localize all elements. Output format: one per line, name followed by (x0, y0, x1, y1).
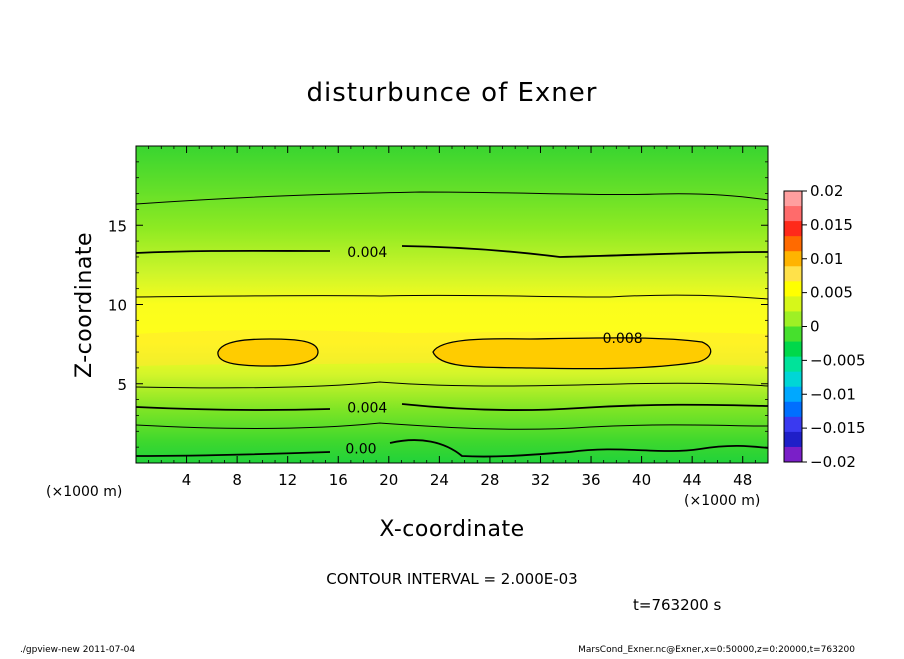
colorbar-tick-label: 0.005 (810, 284, 853, 302)
colorbar-tick-label: −0.015 (810, 419, 866, 437)
contour-line (136, 191, 768, 205)
contour-labels: 0.004 0.008 0.004 0.00 (345, 245, 642, 458)
colorbar-tick-label: 0 (810, 318, 820, 336)
footer-left: ./gpview-new 2011-07-04 (20, 645, 135, 654)
x-tick-label: 48 (733, 471, 752, 489)
y-axis: 5 10 15 (108, 161, 768, 448)
colorbar-swatch (784, 341, 802, 358)
contour-label: 0.00 (345, 442, 376, 458)
colorbar-swatch (784, 371, 802, 388)
high-anomaly-west (217, 338, 319, 367)
x-tick-label: 20 (379, 471, 398, 489)
colorbar-swatch (784, 446, 802, 463)
colorbar-swatch (784, 281, 802, 297)
colorbar-swatch (784, 266, 802, 282)
colorbar-swatch (784, 206, 802, 222)
contour-line (136, 245, 768, 258)
y-tick-label: 5 (117, 376, 127, 394)
chart-title: disturbunce of Exner (307, 78, 598, 108)
y-tick-label: 15 (108, 217, 127, 235)
colorbar-swatch (784, 221, 802, 237)
contour-line (136, 294, 768, 300)
colorbar-swatch (784, 326, 802, 342)
contour-label: 0.004 (347, 401, 387, 417)
y-axis-label: Z-coordinate (72, 232, 97, 378)
x-tick-label: 36 (581, 471, 600, 489)
contour-interval-text: CONTOUR INTERVAL = 2.000E-03 (326, 570, 577, 588)
x-tick-label: 24 (430, 471, 449, 489)
contour-line (136, 439, 768, 458)
colorbar: 0.02 0.015 0.01 0.005 0 −0.005 −0.01 −0.015 −0.0… (783, 182, 866, 471)
x-tick-label: 8 (232, 471, 242, 489)
x-tick-label: 44 (683, 471, 702, 489)
x-tick-label: 16 (329, 471, 348, 489)
x-axis: 4 8 12 16 20 24 28 32 36 40 44 48 (148, 146, 756, 489)
contour-line (136, 403, 768, 411)
x-tick-label: 4 (182, 471, 192, 489)
colorbar-swatch (784, 416, 802, 433)
y-tick-label: 10 (108, 297, 127, 315)
x-tick-label: 32 (531, 471, 550, 489)
high-anomaly-east (432, 337, 712, 370)
contour-label: 0.004 (347, 245, 387, 261)
colorbar-swatch (784, 251, 802, 267)
time-text: t=763200 s (633, 596, 721, 614)
x-unit-left: (×1000 m) (46, 484, 122, 500)
colorbar-swatch (784, 356, 802, 373)
colorbar-swatch (784, 311, 802, 327)
colorbar-tick-label: 0.02 (810, 182, 843, 200)
plot-area: 0.004 0.008 0.004 0.00 (136, 146, 768, 463)
contour-line (136, 422, 768, 430)
x-unit-right: (×1000 m) (684, 493, 760, 509)
colorbar-swatch (784, 296, 802, 312)
colorbar-tick-label: −0.005 (810, 351, 866, 369)
x-axis-label: X-coordinate (379, 517, 524, 542)
colorbar-swatch (784, 191, 802, 207)
contour-label: 0.008 (603, 331, 643, 347)
contour-line (136, 381, 768, 389)
colorbar-tick-label: 0.01 (810, 250, 843, 268)
colorbar-swatch (784, 386, 802, 403)
colorbar-tick-label: 0.015 (810, 216, 853, 234)
colorbar-tick-label: −0.01 (810, 385, 856, 403)
colorbar-swatch (784, 431, 802, 448)
colorbar-swatch (784, 401, 802, 418)
colorbar-tick-label: −0.02 (810, 453, 856, 471)
x-tick-label: 40 (632, 471, 651, 489)
colorbar-swatch (784, 236, 802, 252)
footer-right: MarsCond_Exner.nc@Exner,x=0:50000,z=0:20… (578, 645, 855, 654)
x-tick-label: 12 (278, 471, 297, 489)
x-tick-label: 28 (480, 471, 499, 489)
